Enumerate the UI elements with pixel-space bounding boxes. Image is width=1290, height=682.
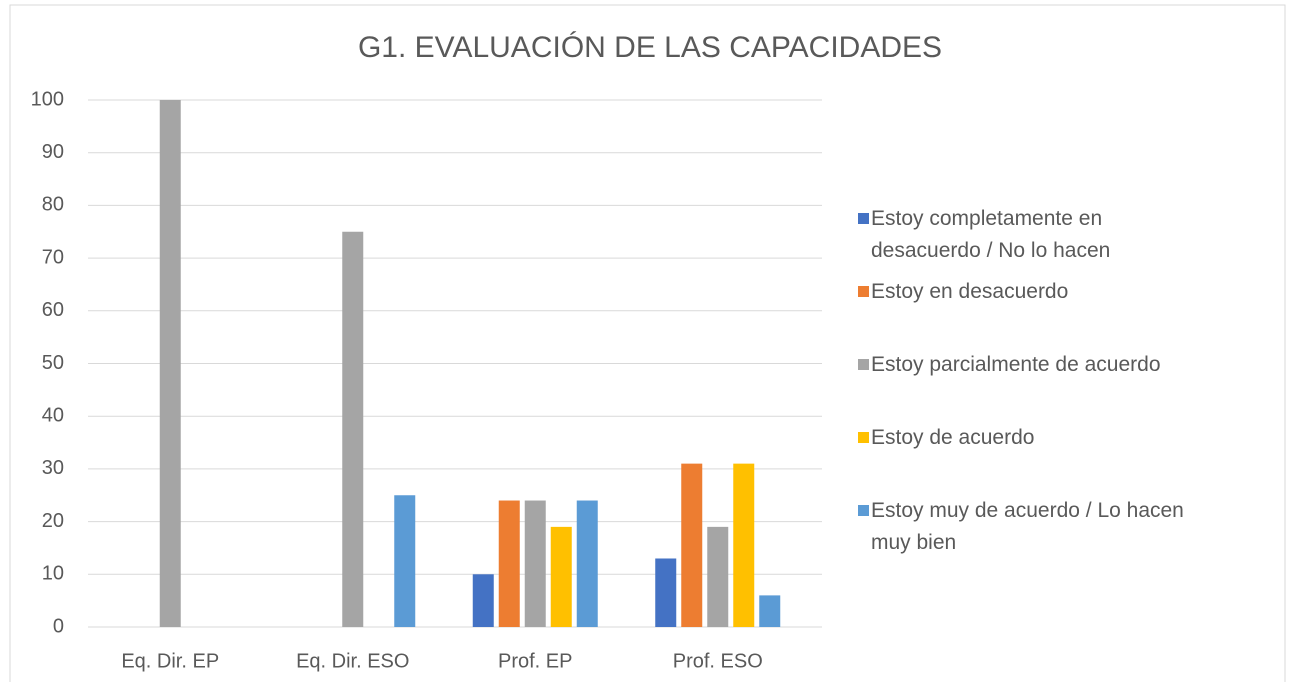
legend-swatch: [858, 432, 869, 443]
chart-border: [9, 4, 1286, 682]
bar: [759, 595, 781, 627]
x-tick-label: Eq. Dir. EP: [121, 650, 219, 672]
legend-swatch: [858, 286, 869, 297]
legend-label: Estoy de acuerdo: [871, 426, 1035, 449]
bar: [707, 526, 729, 627]
legend-swatch: [858, 213, 869, 224]
y-tick-label: 30: [42, 457, 64, 479]
bar: [681, 463, 703, 627]
bar: [342, 231, 364, 627]
x-tick-label: Prof. ESO: [673, 650, 763, 672]
bar: [472, 574, 494, 627]
legend-item: Estoy completamente en desacuerdo / No l…: [858, 203, 1203, 267]
legend-label: Estoy en desacuerdo: [871, 280, 1069, 303]
y-tick-label: 0: [53, 615, 64, 637]
y-tick-label: 70: [42, 246, 64, 268]
y-tick-label: 50: [42, 352, 64, 374]
legend-item: Estoy parcialmente de acuerdo: [858, 349, 1203, 381]
legend-item: Estoy muy de acuerdo / Lo hacen muy bien: [858, 495, 1203, 559]
legend-swatch: [858, 359, 869, 370]
bar: [550, 526, 572, 627]
y-tick-label: 20: [42, 510, 64, 532]
bar: [498, 500, 520, 627]
legend-label: Estoy completamente en desacuerdo / No l…: [871, 207, 1111, 262]
y-tick-label: 80: [42, 194, 64, 216]
x-tick-label: Prof. EP: [498, 650, 572, 672]
y-tick-label: 100: [31, 88, 64, 110]
bar: [655, 558, 677, 627]
legend-label: Estoy parcialmente de acuerdo: [871, 353, 1161, 376]
bar: [159, 100, 181, 627]
y-tick-label: 90: [42, 141, 64, 163]
chart-title: G1. EVALUACIÓN DE LAS CAPACIDADES: [358, 31, 942, 64]
legend-swatch: [858, 505, 869, 516]
legend-item: Estoy de acuerdo: [858, 422, 1203, 454]
x-tick-label: Eq. Dir. ESO: [296, 650, 409, 672]
y-tick-label: 40: [42, 404, 64, 426]
legend-label: Estoy muy de acuerdo / Lo hacen muy bien: [871, 499, 1184, 554]
bar: [524, 500, 546, 627]
bar: [576, 500, 598, 627]
bar: [394, 495, 416, 627]
y-tick-label: 10: [42, 563, 64, 585]
bar: [733, 463, 755, 627]
legend-item: Estoy en desacuerdo: [858, 276, 1203, 308]
y-tick-label: 60: [42, 299, 64, 321]
